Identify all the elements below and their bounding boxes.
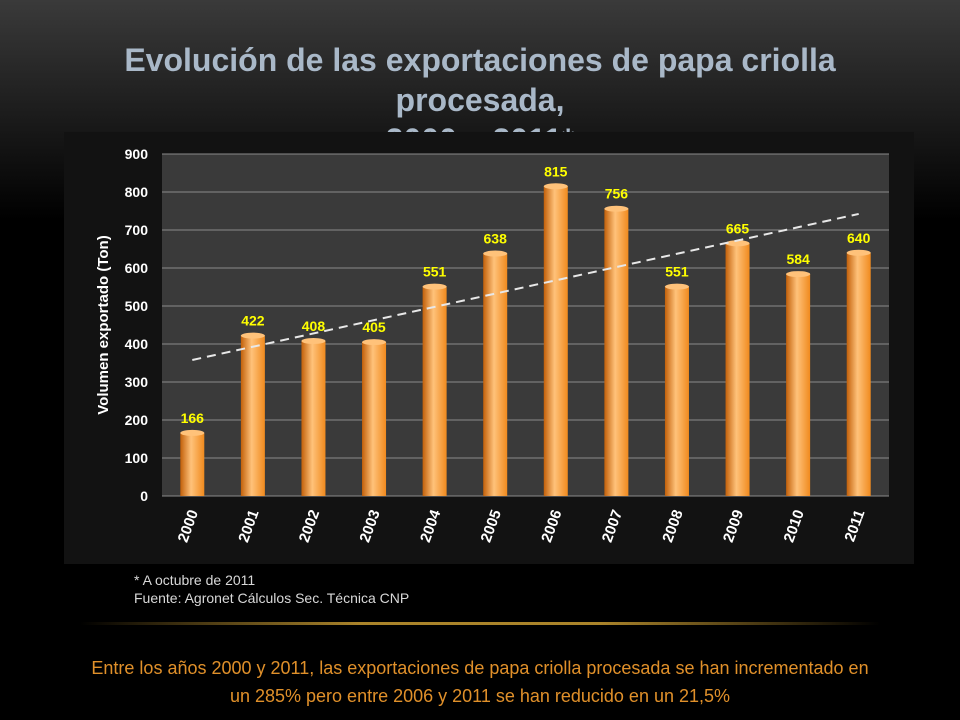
bar-2006 [543,186,568,497]
plot-area [162,154,889,496]
data-label: 756 [605,186,629,202]
data-label: 584 [786,251,810,267]
bar-2009 [725,243,750,496]
bar-2001 [240,335,265,496]
bar-top-cap [786,271,811,278]
y-tick-label: 400 [125,336,149,352]
y-tick-label: 300 [125,374,149,390]
bar-2005 [483,253,508,496]
slide-title-line1: Evolución de las exportaciones de papa c… [124,42,836,118]
bar-chart: 166 422 408 405 551 638 815 756 551 665 584 640 0 10… [95,146,889,545]
x-tick-label: 2011 [841,508,868,544]
y-tick-label: 900 [125,146,149,162]
summary-line2: un 285% pero entre 2006 y 2011 se han re… [229,686,731,706]
x-tick-label: 2010 [780,508,807,545]
bar-2004 [422,286,447,496]
bar-top-cap [240,332,265,339]
bar-2011 [846,252,871,496]
data-label: 405 [362,319,386,335]
y-tick-label: 0 [140,488,148,504]
data-label: 166 [181,410,205,426]
slide-title: Evolución de las exportaciones de papa c… [40,40,920,160]
data-label: 815 [544,163,568,179]
bar-top-cap [543,183,568,190]
footnote-source: Fuente: Agronet Cálculos Sec. Técnica CN… [134,590,410,606]
y-tick-label: 800 [125,184,149,200]
summary-line1: Entre los años 2000 y 2011, las exportac… [91,658,869,678]
x-tick-label: 2003 [356,508,383,545]
bar-top-cap [664,283,689,290]
y-tick-label: 200 [125,412,149,428]
bar-2003 [362,342,387,496]
data-label: 408 [302,318,326,334]
bar-2010 [786,274,811,496]
data-label: 422 [241,313,265,329]
bar-top-cap [301,337,326,344]
x-tick-label: 2000 [175,508,202,545]
data-label: 551 [423,264,447,280]
data-label: 551 [665,264,689,280]
y-tick-label: 500 [125,298,149,314]
bar-top-cap [725,240,750,247]
summary-text: Entre los años 2000 y 2011, las exportac… [40,654,920,710]
x-tick-label: 2006 [538,508,565,545]
divider-line [80,622,880,625]
x-tick-label: 2004 [417,507,445,545]
bar-2002 [301,340,326,496]
bar-2007 [604,208,629,496]
data-label: 665 [726,220,750,236]
footnote-date: * A octubre de 2011 [134,572,256,588]
y-tick-label: 600 [125,260,149,276]
footnote: * A octubre de 2011 Fuente: Agronet Cálc… [134,571,409,607]
bar-top-cap [604,205,629,212]
bar-top-cap [422,283,447,290]
x-tick-label: 2005 [478,508,505,545]
y-axis-title: Volumen exportado (Ton) [95,235,112,414]
bar-top-cap [362,339,387,346]
x-tick-label: 2007 [599,508,626,545]
bar-top-cap [846,249,871,256]
y-tick-label: 700 [125,222,149,238]
trendline [192,212,859,361]
data-label: 638 [484,231,508,247]
x-tick-label: 2008 [659,508,686,545]
x-tick-label: 2009 [720,508,747,545]
bar-2000 [180,432,205,496]
x-tick-label: 2001 [235,508,262,545]
x-tick-label: 2002 [296,508,323,545]
chart-panel: 166 422 408 405 551 638 815 756 551 665 584 640 0 10… [64,132,914,564]
bar-top-cap [483,250,508,257]
bar-top-cap [180,429,205,436]
y-tick-label: 100 [125,450,149,466]
data-label: 640 [847,230,871,246]
bar-2008 [664,286,689,496]
